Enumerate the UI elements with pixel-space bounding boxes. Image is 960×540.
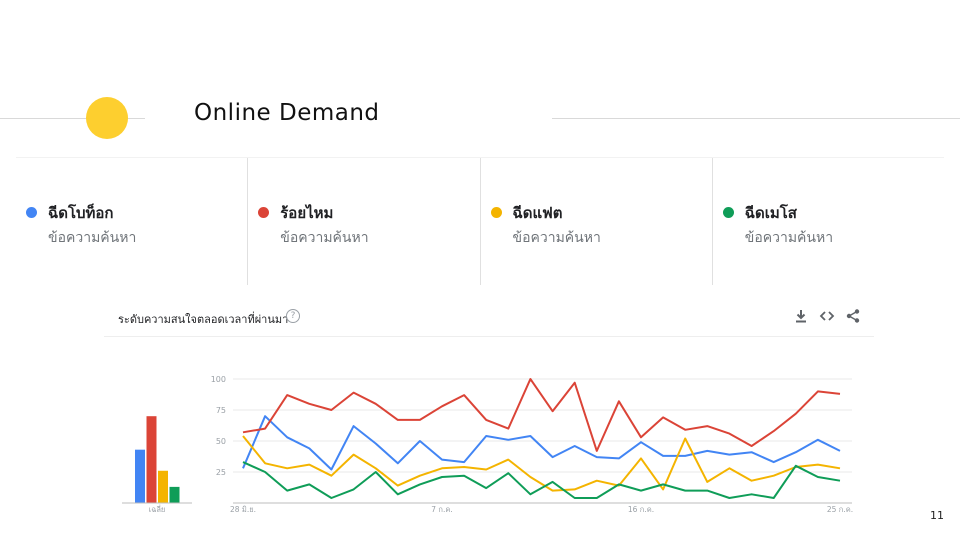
average-label: เฉลี่ย xyxy=(149,504,166,514)
term-type: ข้อความค้นหา xyxy=(48,230,137,246)
term-card-fat-injection[interactable]: ฉีดแฟต ข้อความค้นหา xyxy=(481,158,713,285)
series-line-4 xyxy=(242,461,841,499)
page-number: 11 xyxy=(930,509,944,522)
term-name: ฉีดเมโส xyxy=(744,204,797,222)
slide-title: Online Demand xyxy=(194,100,380,126)
series-dot-icon xyxy=(722,207,734,218)
average-bar-4 xyxy=(169,486,180,503)
header-rule-left xyxy=(0,118,145,119)
series-dot-icon xyxy=(258,207,270,218)
y-tick-label: 75 xyxy=(216,406,226,415)
term-card-botox[interactable]: ฉีดโบท็อก ข้อความค้นหา xyxy=(16,158,249,285)
x-tick-label: 16 ก.ค. xyxy=(628,505,654,514)
average-bar-1 xyxy=(135,449,145,503)
download-icon[interactable] xyxy=(793,308,809,324)
average-bar-3 xyxy=(158,470,168,503)
x-tick-label: 7 ก.ค. xyxy=(431,505,452,514)
chart-card-title: ระดับความสนใจตลอดเวลาที่ผ่านมา xyxy=(118,313,289,326)
x-tick-label: 28 มิ.ย. xyxy=(230,505,256,514)
help-circle-icon[interactable]: ? xyxy=(286,309,300,323)
search-terms-bar: ฉีดโบท็อก ข้อความค้นหา ร้อยไหม ข้อความค้… xyxy=(16,157,944,285)
term-type: ข้อความค้นหา xyxy=(512,230,601,246)
series-line-2 xyxy=(242,378,841,452)
y-tick-label: 25 xyxy=(216,468,226,477)
series-dot-icon xyxy=(490,207,502,218)
term-card-meso[interactable]: ฉีดเมโส ข้อความค้นหา xyxy=(713,158,944,285)
header-rule-right xyxy=(552,118,960,119)
share-icon[interactable] xyxy=(845,308,861,324)
term-type: ข้อความค้นหา xyxy=(280,230,369,246)
average-bar-2 xyxy=(146,416,157,503)
term-card-thread-lift[interactable]: ร้อยไหม ข้อความค้นหา xyxy=(248,158,481,285)
y-tick-label: 100 xyxy=(211,375,226,384)
chart-card-header: ระดับความสนใจตลอดเวลาที่ผ่านมา ? xyxy=(104,300,874,337)
embed-code-icon[interactable] xyxy=(819,308,835,324)
accent-circle xyxy=(86,97,128,139)
term-name: ร้อยไหม xyxy=(280,204,334,222)
series-line-3 xyxy=(242,435,841,492)
x-tick-label: 25 ก.ค. xyxy=(827,505,853,514)
term-name: ฉีดแฟต xyxy=(512,204,563,222)
series-dot-icon xyxy=(26,207,37,218)
term-name: ฉีดโบท็อก xyxy=(48,204,114,222)
series-line-1 xyxy=(242,415,841,471)
y-tick-label: 50 xyxy=(216,437,226,446)
term-type: ข้อความค้นหา xyxy=(744,230,834,246)
